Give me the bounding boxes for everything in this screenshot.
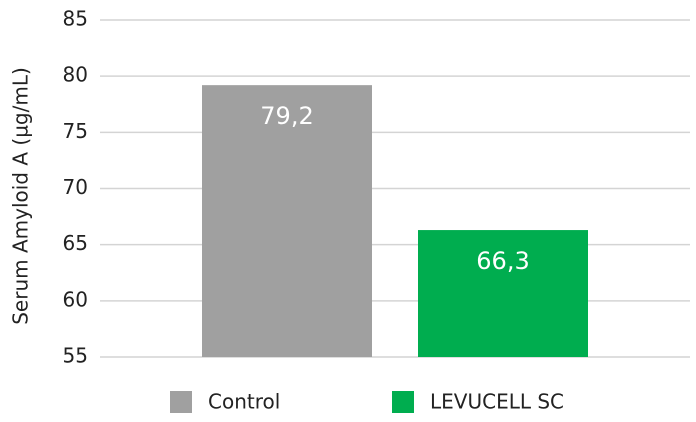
y-tick-label: 70 [63, 175, 88, 199]
y-tick-label: 60 [63, 287, 88, 311]
y-tick-label: 80 [63, 63, 88, 87]
bar [202, 85, 372, 358]
bar [418, 230, 588, 357]
y-tick-label: 65 [63, 231, 88, 255]
y-tick-label: 85 [63, 7, 88, 31]
y-tick-label: 55 [63, 344, 88, 368]
y-tick-label: 75 [63, 119, 88, 143]
value-label: 66,3 [476, 247, 529, 275]
legend-label: Control [208, 390, 280, 414]
legend-label: LEVUCELL SC [430, 390, 564, 414]
legend-swatch [392, 391, 414, 413]
value-label: 79,2 [260, 102, 313, 130]
y-axis-label: Serum Amyloid A (µg/mL) [9, 67, 33, 325]
legend-swatch [170, 391, 192, 413]
